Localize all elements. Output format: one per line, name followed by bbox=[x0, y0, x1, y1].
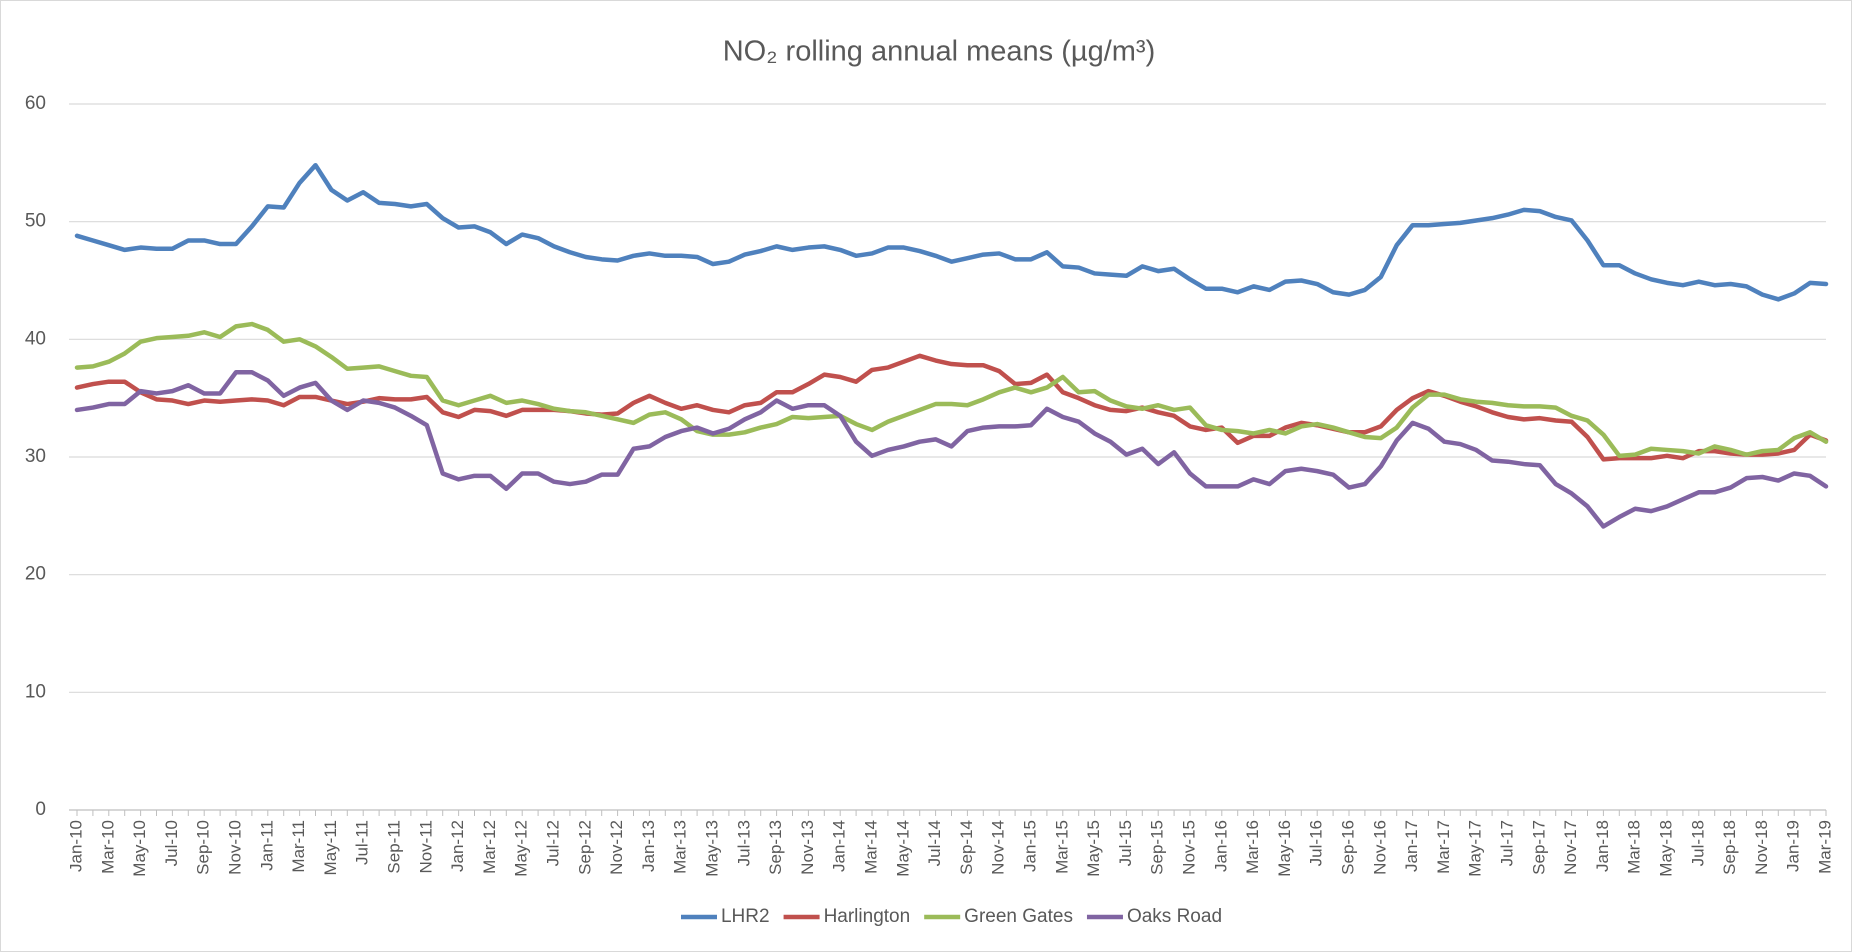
x-tick-label: Mar-16 bbox=[1243, 820, 1262, 874]
series-line bbox=[74, 370, 1829, 529]
x-tick-label: Jul-17 bbox=[1497, 820, 1516, 866]
x-tick-label: Jul-10 bbox=[162, 820, 181, 866]
x-tick-label: Nov-18 bbox=[1752, 820, 1771, 875]
x-tick-label: Jan-15 bbox=[1020, 820, 1039, 872]
legend: LHR2 Harlington Green Gates Oaks Road bbox=[680, 906, 1222, 927]
y-tick-label: 10 bbox=[25, 681, 46, 702]
chart-title: NO₂ rolling annual means (µg/m³) bbox=[723, 36, 1156, 68]
y-tick-label: 20 bbox=[25, 564, 46, 585]
x-tick-label: May-13 bbox=[702, 820, 721, 877]
x-tick-label: Mar-12 bbox=[480, 820, 499, 874]
x-tick-label: Jan-13 bbox=[639, 820, 658, 872]
x-tick-label: Jan-18 bbox=[1593, 820, 1612, 872]
legend-label: Green Gates bbox=[964, 906, 1073, 927]
x-tick-label: May-10 bbox=[130, 820, 149, 877]
x-tick-label: Mar-11 bbox=[289, 820, 308, 873]
x-tick-label: Sep-11 bbox=[384, 820, 403, 874]
y-tick-label: 0 bbox=[35, 799, 46, 820]
x-tick-label: Mar-17 bbox=[1434, 820, 1453, 874]
x-tick-label: Jul-18 bbox=[1688, 820, 1707, 866]
y-tick-label: 60 bbox=[25, 93, 46, 114]
x-tick-label: Jan-16 bbox=[1211, 820, 1230, 872]
x-tick-label: Nov-15 bbox=[1179, 820, 1198, 875]
series-line bbox=[74, 162, 1829, 302]
x-tick-label: Jul-14 bbox=[925, 820, 944, 866]
x-tick-label: May-16 bbox=[1275, 820, 1294, 877]
y-tick-label: 40 bbox=[25, 328, 46, 349]
legend-label: LHR2 bbox=[721, 906, 770, 927]
x-tick-label: Mar-18 bbox=[1625, 820, 1644, 874]
x-tick-label: Jul-13 bbox=[734, 820, 753, 866]
x-tick-label: Jul-12 bbox=[543, 820, 562, 866]
x-tick-label: Nov-13 bbox=[798, 820, 817, 875]
x-tick-label: Sep-12 bbox=[575, 820, 594, 875]
x-tick-label: May-11 bbox=[321, 820, 340, 875]
x-tick-label: Sep-14 bbox=[957, 820, 976, 875]
x-tick-label: Jul-15 bbox=[1116, 820, 1135, 866]
x-tick-label: May-12 bbox=[512, 820, 531, 877]
x-tick-label: May-18 bbox=[1656, 820, 1675, 877]
x-tick-label: Sep-17 bbox=[1529, 820, 1548, 875]
x-tick-label: Mar-13 bbox=[671, 820, 690, 874]
legend-label: Oaks Road bbox=[1127, 906, 1222, 927]
x-tick-label: Nov-17 bbox=[1561, 820, 1580, 875]
x-tick-label: Jan-11 bbox=[257, 820, 276, 871]
x-tick-label: Nov-10 bbox=[225, 820, 244, 875]
x-tick-label: Jan-10 bbox=[66, 820, 85, 872]
x-tick-label: May-17 bbox=[1466, 820, 1485, 877]
x-tick-label: May-14 bbox=[893, 820, 912, 877]
x-tick-label: Mar-10 bbox=[98, 820, 117, 874]
x-tick-label: Jan-14 bbox=[830, 820, 849, 872]
series-line bbox=[74, 321, 1829, 459]
x-tick-label: May-15 bbox=[1084, 820, 1103, 877]
x-tick-label: Mar-15 bbox=[1052, 820, 1071, 874]
y-tick-label: 50 bbox=[25, 211, 46, 232]
x-tick-label: Sep-16 bbox=[1338, 820, 1357, 875]
x-tick-label: Jan-17 bbox=[1402, 820, 1421, 872]
x-tick-label: Nov-14 bbox=[989, 820, 1008, 875]
x-tick-label: Jan-19 bbox=[1784, 820, 1803, 872]
x-tick-label: Jan-12 bbox=[448, 820, 467, 872]
y-tick-label: 30 bbox=[25, 446, 46, 467]
x-tick-label: Jul-11 bbox=[353, 820, 372, 865]
x-tick-label: Nov-16 bbox=[1370, 820, 1389, 875]
x-tick-label: Mar-19 bbox=[1815, 820, 1834, 874]
legend-label: Harlington bbox=[824, 906, 911, 927]
x-tick-label: Jul-16 bbox=[1307, 820, 1326, 866]
x-tick-label: Sep-13 bbox=[766, 820, 785, 875]
x-tick-label: Sep-15 bbox=[1148, 820, 1167, 875]
x-tick-label: Nov-12 bbox=[607, 820, 626, 875]
x-tick-label: Sep-10 bbox=[194, 820, 213, 875]
x-tick-label: Nov-11 bbox=[416, 820, 435, 874]
x-tick-label: Mar-14 bbox=[861, 820, 880, 874]
x-tick-label: Sep-18 bbox=[1720, 820, 1739, 875]
